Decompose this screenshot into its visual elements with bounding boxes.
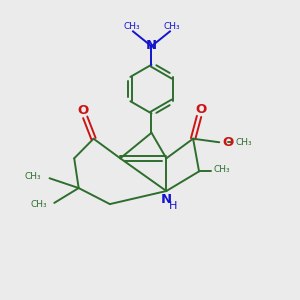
Text: N: N	[161, 193, 172, 206]
Text: O: O	[223, 136, 234, 149]
Text: O: O	[195, 103, 206, 116]
Text: N: N	[146, 39, 157, 52]
Text: CH₃: CH₃	[214, 165, 230, 174]
Text: O: O	[77, 104, 88, 117]
Text: CH₃: CH₃	[236, 138, 252, 147]
Text: CH₃: CH₃	[30, 200, 47, 209]
Text: H: H	[169, 202, 177, 212]
Text: CH₃: CH₃	[123, 22, 140, 31]
Text: CH₃: CH₃	[163, 22, 180, 31]
Text: CH₃: CH₃	[25, 172, 41, 181]
